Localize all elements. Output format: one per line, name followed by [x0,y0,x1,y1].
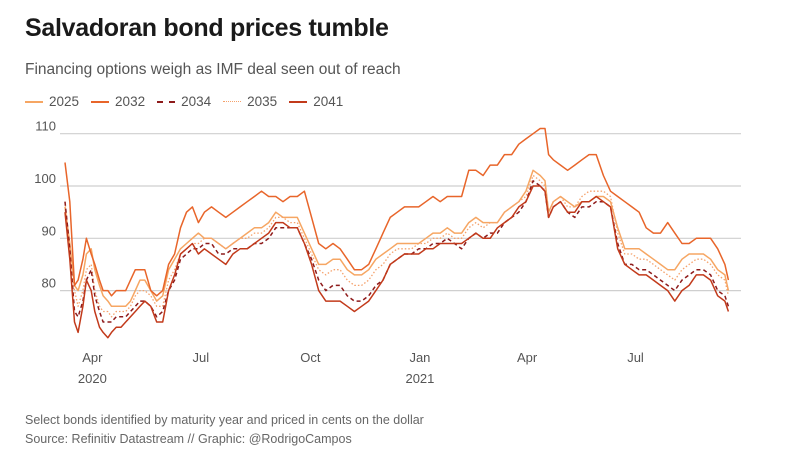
series-lines [64,127,730,339]
series-line-2035 [64,174,730,318]
legend: 2025 2032 2034 2035 2041 [25,94,355,109]
x-tick-label: Oct [300,350,321,365]
chart-title: Salvadoran bond prices tumble [25,14,389,42]
legend-swatch [91,100,110,103]
legend-item-2041: 2041 [289,94,343,109]
legend-label: 2025 [49,94,80,109]
legend-label: 2034 [181,94,212,109]
source-credit: Source: Refinitiv Datastream // Graphic:… [25,432,352,446]
series-line-2034 [64,180,730,323]
x-tick-label: Jan [409,350,430,365]
footnote: Select bonds identified by maturity year… [25,413,424,427]
x-tick-year-label: 2021 [405,371,434,386]
legend-label: 2041 [313,94,344,109]
legend-item-2025: 2025 [25,94,79,109]
x-tick-label: Apr [82,350,103,365]
x-tick-year-label: 2020 [78,371,107,386]
y-tick-label: 110 [35,119,56,134]
legend-swatch [289,100,308,103]
legend-item-2032: 2032 [91,94,145,109]
x-tick-label: Jul [627,350,644,365]
y-tick-label: 90 [42,223,56,238]
legend-swatch [25,100,43,103]
legend-swatch [157,100,176,103]
series-line-2025 [64,169,730,308]
legend-label: 2035 [247,94,278,109]
x-tick-label: Apr [517,350,538,365]
gridlines [60,133,741,292]
chart-subtitle: Financing options weigh as IMF deal seen… [25,61,401,78]
legend-item-2035: 2035 [223,94,277,109]
x-axis: Apr 2020 Jul Oct Jan 2021 Apr Jul [78,350,644,386]
series-line-2041 [64,185,730,339]
x-tick-label: Jul [192,350,209,365]
legend-swatch [223,101,242,102]
legend-label: 2032 [115,94,146,109]
y-tick-label: 80 [42,276,56,291]
y-axis: 80 90 100 110 [34,119,56,291]
series-line-2032 [64,127,730,297]
y-tick-label: 100 [34,171,56,186]
legend-item-2034: 2034 [157,94,211,109]
